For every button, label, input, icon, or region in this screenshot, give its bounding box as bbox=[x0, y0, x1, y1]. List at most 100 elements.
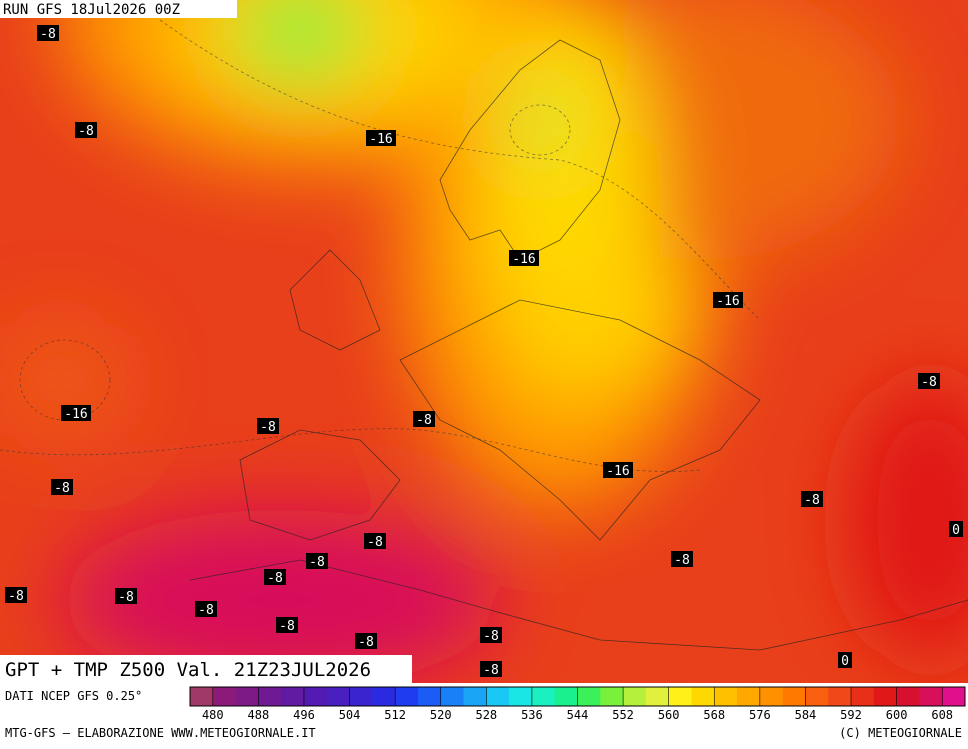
contour-label: -16 bbox=[606, 464, 629, 479]
contour-label: -16 bbox=[369, 132, 392, 147]
contour-label-box bbox=[801, 491, 823, 507]
copyright: (C) METEOGIORNALE bbox=[839, 726, 962, 740]
contour-label-box bbox=[75, 122, 97, 138]
contour-label-box bbox=[115, 588, 137, 604]
contour-label: -8 bbox=[279, 619, 295, 634]
colorbar-swatch bbox=[919, 687, 943, 706]
colorbar-label: 488 bbox=[248, 708, 270, 722]
colorbar-swatch bbox=[417, 687, 442, 706]
colorbar-swatch bbox=[873, 687, 898, 706]
contour-label-box bbox=[509, 250, 539, 266]
contour-label-box bbox=[264, 569, 286, 585]
contour-label-box bbox=[413, 411, 435, 427]
contour-label-box bbox=[306, 553, 328, 569]
colorbar-swatch bbox=[486, 687, 510, 706]
colorbar-swatch bbox=[851, 687, 875, 706]
contour-label-box bbox=[5, 587, 27, 603]
run-label: RUN GFS 18Jul2026 00Z bbox=[3, 2, 180, 18]
contour-label: -8 bbox=[260, 420, 276, 435]
contour-label: -8 bbox=[483, 663, 499, 678]
contour-label-box bbox=[257, 418, 279, 434]
colorbar-swatch bbox=[942, 687, 966, 706]
colorbar-label: 536 bbox=[521, 708, 543, 722]
contour-label: -8 bbox=[78, 124, 94, 139]
contour-label: -8 bbox=[309, 555, 325, 570]
colorbar-label: 512 bbox=[384, 708, 406, 722]
colorbar-swatch bbox=[554, 687, 578, 706]
contour-label: -8 bbox=[804, 493, 820, 508]
colorbar-swatch bbox=[759, 687, 784, 706]
colorbar-label: 504 bbox=[339, 708, 361, 722]
contour-label-box bbox=[603, 462, 633, 478]
contour-label: -8 bbox=[54, 481, 70, 496]
title: GPT + TMP Z500 Val. 21Z23JUL2026 bbox=[5, 659, 371, 681]
colorbar-swatch bbox=[235, 687, 259, 706]
contour-label-box bbox=[61, 405, 91, 421]
colorbar-swatch bbox=[782, 687, 806, 706]
contour-label: -16 bbox=[716, 294, 739, 309]
colorbar-swatch bbox=[737, 687, 761, 706]
contour-label-box bbox=[838, 652, 852, 668]
colorbar-swatch bbox=[440, 687, 465, 706]
contour-label: 0 bbox=[841, 654, 849, 669]
colorbar-swatch bbox=[326, 687, 351, 706]
contour-label: -8 bbox=[118, 590, 134, 605]
colorbar-swatch bbox=[509, 687, 533, 706]
colorbar-swatch bbox=[531, 687, 556, 706]
colorbar-swatch bbox=[258, 687, 282, 706]
contour-label-box bbox=[366, 130, 396, 146]
colorbar-swatch bbox=[668, 687, 692, 706]
contour-label: -16 bbox=[64, 407, 87, 422]
contour-label-box bbox=[37, 25, 59, 41]
contour-label-box bbox=[480, 661, 502, 677]
colorbar-swatch bbox=[828, 687, 852, 706]
contour-label: -8 bbox=[483, 629, 499, 644]
colorbar-swatch bbox=[372, 687, 396, 706]
contour-label: -8 bbox=[416, 413, 432, 428]
contour-label-box bbox=[918, 373, 940, 389]
contour-label-box bbox=[949, 521, 963, 537]
contour-label-box bbox=[671, 551, 693, 567]
colorbar-swatch bbox=[281, 687, 305, 706]
colorbar-swatch bbox=[303, 687, 328, 706]
contour-label: -8 bbox=[358, 635, 374, 650]
contour-label: -8 bbox=[198, 603, 214, 618]
colorbar-swatch bbox=[714, 687, 738, 706]
contour-label: -8 bbox=[8, 589, 24, 604]
contour-label-box bbox=[480, 627, 502, 643]
colorbar-swatch bbox=[623, 687, 647, 706]
colorbar-swatch bbox=[645, 687, 670, 706]
contour-label: -8 bbox=[40, 27, 56, 42]
colorbar-swatch bbox=[805, 687, 829, 706]
run-box bbox=[0, 0, 237, 18]
colorbar-label: 568 bbox=[703, 708, 725, 722]
colorbar-swatch bbox=[691, 687, 715, 706]
colorbar-label: 576 bbox=[749, 708, 771, 722]
credit: MTG-GFS — ELABORAZIONE WWW.METEOGIORNALE… bbox=[5, 726, 316, 740]
map: -8 -8 -16 -16 -16 -8 -16 -8 -8 -8 -16 -8 0 -8 -8 -8 -8 -8… bbox=[0, 0, 968, 683]
title-box bbox=[0, 655, 412, 683]
contour-label: -8 bbox=[267, 571, 283, 586]
colorbar-label: 496 bbox=[293, 708, 315, 722]
contour-label-box bbox=[276, 617, 298, 633]
contour-label-box bbox=[364, 533, 386, 549]
source: DATI NCEP GFS 0.25° bbox=[5, 689, 142, 703]
colorbar-swatch bbox=[395, 687, 419, 706]
contour-label-box bbox=[355, 633, 377, 649]
colorbar-swatch bbox=[190, 687, 214, 706]
contour-label: 0 bbox=[952, 523, 960, 538]
contour-label: -8 bbox=[367, 535, 383, 550]
colorbar-label: 560 bbox=[658, 708, 680, 722]
colorbar-label: 600 bbox=[886, 708, 908, 722]
colorbar-label: 584 bbox=[795, 708, 817, 722]
contour-label-box bbox=[51, 479, 73, 495]
contour-label: -16 bbox=[512, 252, 535, 267]
colorbar-label: 592 bbox=[840, 708, 862, 722]
colorbar-label: 552 bbox=[612, 708, 634, 722]
colorbar-label: 480 bbox=[202, 708, 224, 722]
contour-label: -8 bbox=[674, 553, 690, 568]
colorbar-swatch bbox=[349, 687, 373, 706]
colorbar-swatch bbox=[896, 687, 920, 706]
colorbar-swatch bbox=[577, 687, 601, 706]
